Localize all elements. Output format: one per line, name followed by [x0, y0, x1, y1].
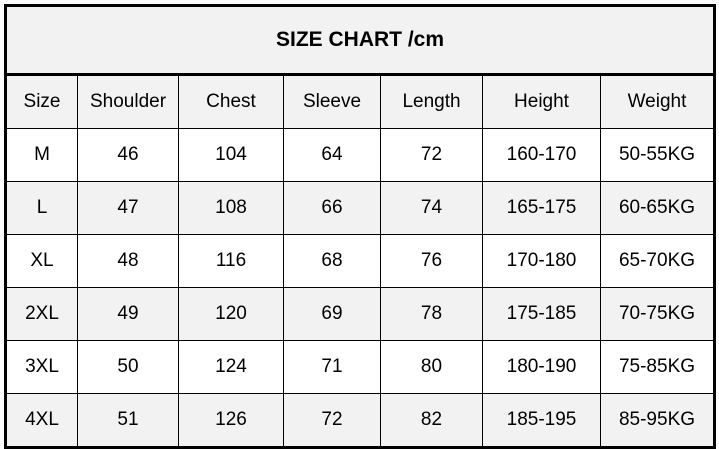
table-cell: 104	[178, 128, 284, 182]
table-cell: 65-70KG	[600, 234, 715, 288]
table-cell: 49	[77, 287, 179, 341]
table-cell: 120	[178, 287, 284, 341]
table-cell: 175-185	[482, 287, 601, 341]
table-cell: 85-95KG	[600, 393, 715, 448]
table-row: M 46 104 64 72 160-170 50-55KG	[5, 128, 715, 182]
table-cell: 80	[380, 340, 483, 394]
table-cell: 71	[283, 340, 381, 394]
table-cell: M	[5, 128, 78, 182]
table-cell: 60-65KG	[600, 181, 715, 235]
table-cell: 50-55KG	[600, 128, 715, 182]
table-cell: 4XL	[5, 393, 78, 448]
table-row: L 47 108 66 74 165-175 60-65KG	[5, 181, 715, 235]
table-cell: 82	[380, 393, 483, 448]
table-cell: 170-180	[482, 234, 601, 288]
table-cell: 165-175	[482, 181, 601, 235]
table-cell: 64	[283, 128, 381, 182]
column-header: Size	[5, 74, 78, 129]
table-cell: 75-85KG	[600, 340, 715, 394]
column-header: Height	[482, 74, 601, 129]
table-cell: 66	[283, 181, 381, 235]
table-title: SIZE CHART /cm	[5, 5, 715, 76]
table-cell: 185-195	[482, 393, 601, 448]
table-cell: 47	[77, 181, 179, 235]
column-header: Weight	[600, 74, 715, 129]
table-cell: 46	[77, 128, 179, 182]
table-cell: 160-170	[482, 128, 601, 182]
table-cell: 74	[380, 181, 483, 235]
table-row: 2XL 49 120 69 78 175-185 70-75KG	[5, 287, 715, 341]
table-cell: 116	[178, 234, 284, 288]
table-cell: 108	[178, 181, 284, 235]
table-cell: 76	[380, 234, 483, 288]
header-row: Size Shoulder Chest Sleeve Length Height Weigh…	[5, 74, 715, 129]
table-cell: 78	[380, 287, 483, 341]
table-cell: XL	[5, 234, 78, 288]
table-cell: 72	[283, 393, 381, 448]
column-header: Chest	[178, 74, 284, 129]
table-cell: 72	[380, 128, 483, 182]
column-header: Sleeve	[283, 74, 381, 129]
table-cell: 70-75KG	[600, 287, 715, 341]
size-chart-table: SIZE CHART /cm Size Shoulder Chest Sleeve Le…	[4, 4, 716, 449]
table-cell: 124	[178, 340, 284, 394]
table-cell: 2XL	[5, 287, 78, 341]
table-row: XL 48 116 68 76 170-180 65-70KG	[5, 234, 715, 288]
column-header: Shoulder	[77, 74, 179, 129]
table-cell: 69	[283, 287, 381, 341]
table-row: 4XL 51 126 72 82 185-195 85-95KG	[5, 393, 715, 448]
table-row: 3XL 50 124 71 80 180-190 75-85KG	[5, 340, 715, 394]
table-cell: 68	[283, 234, 381, 288]
column-header: Length	[380, 74, 483, 129]
table-cell: L	[5, 181, 78, 235]
table-cell: 50	[77, 340, 179, 394]
table-cell: 180-190	[482, 340, 601, 394]
table-cell: 126	[178, 393, 284, 448]
table-cell: 48	[77, 234, 179, 288]
table-cell: 3XL	[5, 340, 78, 394]
table-cell: 51	[77, 393, 179, 448]
